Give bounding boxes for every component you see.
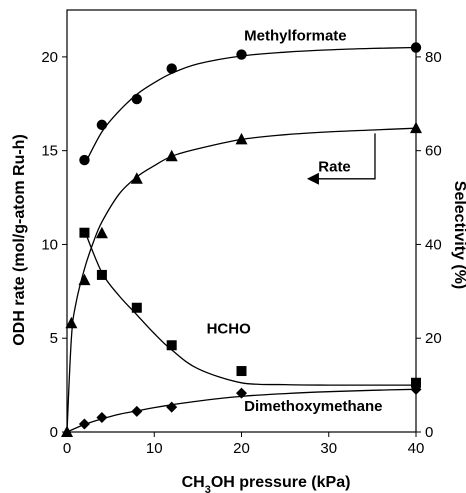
left-y-tick-label: 0 — [50, 424, 58, 441]
x-tick-label: 0 — [63, 440, 71, 457]
marker-dimethoxymethane — [236, 387, 247, 399]
marker-rate — [95, 226, 108, 239]
marker-methylformate — [166, 63, 177, 74]
left-y-tick-label: 5 — [50, 330, 58, 347]
marker-hcho — [79, 227, 90, 238]
marker-rate — [78, 273, 91, 286]
annotation-dimethoxymethane: Dimethoxymethane — [244, 398, 382, 415]
marker-hcho — [166, 340, 177, 351]
annotation-rate: Rate — [318, 158, 351, 175]
annotations: Methylformate Rate HCHO Dimethoxymethane — [207, 27, 383, 414]
right-y-tick-label: 20 — [425, 330, 442, 347]
marker-dimethoxymethane — [131, 405, 143, 417]
marker-hcho — [236, 366, 247, 377]
marker-rate — [235, 132, 248, 145]
marker-hcho — [411, 377, 421, 388]
marker-dimethoxymethane — [96, 411, 108, 423]
marker-methylformate — [236, 49, 247, 60]
marker-dimethoxymethane — [410, 383, 422, 395]
left-y-tick-label: 15 — [41, 143, 58, 160]
annotation-hcho: HCHO — [207, 321, 251, 338]
rate-arrow-line — [316, 133, 376, 180]
right-y-axis-ticks: 0 20 40 60 80 — [416, 49, 442, 441]
right-y-tick-label: 80 — [425, 49, 442, 66]
right-y-axis-title: Selectivity (%) — [451, 181, 466, 289]
fit-line-methylformate — [83, 46, 417, 166]
data-markers — [61, 42, 422, 437]
left-y-axis-ticks: 0 5 10 15 20 — [41, 49, 67, 441]
rate-arrow-head — [306, 172, 319, 185]
right-y-tick-label: 0 — [425, 424, 433, 441]
marker-rate — [410, 121, 422, 134]
annotation-methylformate: Methylformate — [244, 27, 347, 44]
marker-rate — [130, 172, 143, 184]
marker-hcho — [96, 269, 107, 280]
right-y-tick-label: 40 — [425, 236, 442, 253]
right-y-tick-label: 60 — [425, 143, 442, 160]
marker-dimethoxymethane — [166, 401, 178, 413]
marker-dimethoxymethane — [78, 418, 90, 430]
marker-methylformate — [131, 93, 142, 105]
left-y-axis-title: ODH rate (mol/g-atom Ru-h) — [11, 134, 28, 346]
left-y-tick-label: 20 — [41, 49, 58, 66]
x-tick-label: 30 — [320, 440, 337, 457]
marker-rate — [165, 149, 178, 162]
x-tick-label: 10 — [146, 440, 163, 457]
left-y-tick-label: 10 — [41, 236, 58, 253]
x-tick-label: 40 — [408, 440, 425, 457]
x-axis-title: CH3OH pressure (kPa) — [182, 474, 351, 493]
x-tick-label: 20 — [233, 440, 250, 457]
marker-methylformate — [410, 42, 422, 53]
marker-rate — [65, 316, 78, 329]
fit-line-hcho — [83, 230, 416, 386]
marker-methylformate — [79, 154, 90, 166]
fit-line-rate — [66, 127, 417, 433]
marker-methylformate — [96, 119, 108, 131]
x-axis-ticks: 0 10 20 30 40 — [63, 432, 425, 457]
marker-rate — [61, 425, 73, 437]
marker-hcho — [131, 302, 142, 313]
